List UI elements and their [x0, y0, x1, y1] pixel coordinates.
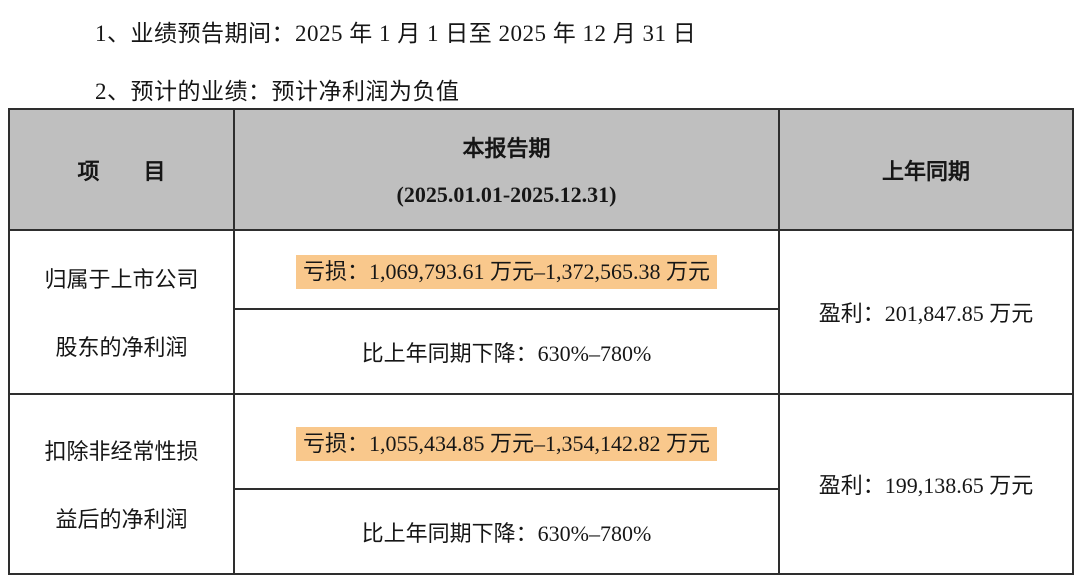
forecast-table-container: 项 目 本报告期 (2025.01.01-2025.12.31) 上年同期 归属…	[8, 108, 1074, 575]
forecast-period-line: 1、业绩预告期间：2025 年 1 月 1 日至 2025 年 12 月 31 …	[95, 21, 697, 46]
table-header-row: 项 目 本报告期 (2025.01.01-2025.12.31) 上年同期	[8, 108, 1074, 231]
table-row: 比上年同期下降：630%–780%	[9, 488, 1073, 575]
table-row: 比上年同期下降：630%–780%	[9, 308, 1073, 395]
loss-highlight: 亏损：1,055,434.85 万元–1,354,142.82 万元	[295, 426, 717, 461]
loss-highlight: 亏损：1,069,793.61 万元–1,372,565.38 万元	[295, 254, 717, 289]
table-row: 扣除非经常性损 益后的净利润 亏损：1,055,434.85 万元–1,354,…	[8, 393, 1074, 575]
loss-cell: 亏损：1,055,434.85 万元–1,354,142.82 万元	[233, 393, 780, 490]
item-line: 扣除非经常性损	[44, 439, 199, 464]
forecast-table: 项 目 本报告期 (2025.01.01-2025.12.31) 上年同期 归属…	[8, 108, 1074, 575]
yoy-change-cell: 比上年同期下降：630%–780%	[233, 488, 780, 575]
item-cell-inner: 扣除非经常性损 益后的净利润	[10, 395, 233, 573]
current-period-title: 本报告期	[462, 135, 551, 161]
prior-year-cell: 盈利：201,847.85 万元	[778, 229, 1074, 395]
prior-year-value: 盈利：199,138.65 万元	[818, 473, 1034, 498]
prior-year-cell: 盈利：199,138.65 万元	[778, 393, 1074, 575]
loss-cell: 亏损：1,069,793.61 万元–1,372,565.38 万元	[233, 229, 780, 310]
table-header-current-period: 本报告期 (2025.01.01-2025.12.31)	[233, 108, 780, 231]
yoy-change-value: 比上年同期下降：630%–780%	[361, 520, 652, 546]
yoy-change-cell: 比上年同期下降：630%–780%	[233, 308, 780, 395]
expected-results-line: 2、预计的业绩：预计净利润为负值	[95, 79, 460, 104]
item-cell-inner: 归属于上市公司 股东的净利润	[10, 231, 233, 393]
item-header-label: 项 目	[77, 158, 166, 184]
yoy-change-value: 比上年同期下降：630%–780%	[361, 340, 652, 366]
table-header-prior-period: 上年同期	[778, 108, 1074, 231]
item-cell-net-profit-excl-nonrecurring: 扣除非经常性损 益后的净利润	[8, 393, 235, 575]
item-line: 股东的净利润	[55, 335, 188, 360]
table-header-item: 项 目	[8, 108, 235, 231]
item-line: 益后的净利润	[55, 507, 188, 532]
current-period-header-inner: 本报告期 (2025.01.01-2025.12.31)	[235, 111, 778, 228]
item-cell-net-profit: 归属于上市公司 股东的净利润	[8, 229, 235, 395]
prior-year-value: 盈利：201,847.85 万元	[818, 301, 1034, 326]
current-period-range: (2025.01.01-2025.12.31)	[396, 182, 617, 208]
table-row: 归属于上市公司 股东的净利润 亏损：1,069,793.61 万元–1,372,…	[8, 229, 1074, 395]
item-line: 归属于上市公司	[44, 267, 199, 292]
prior-period-label: 上年同期	[881, 158, 970, 184]
